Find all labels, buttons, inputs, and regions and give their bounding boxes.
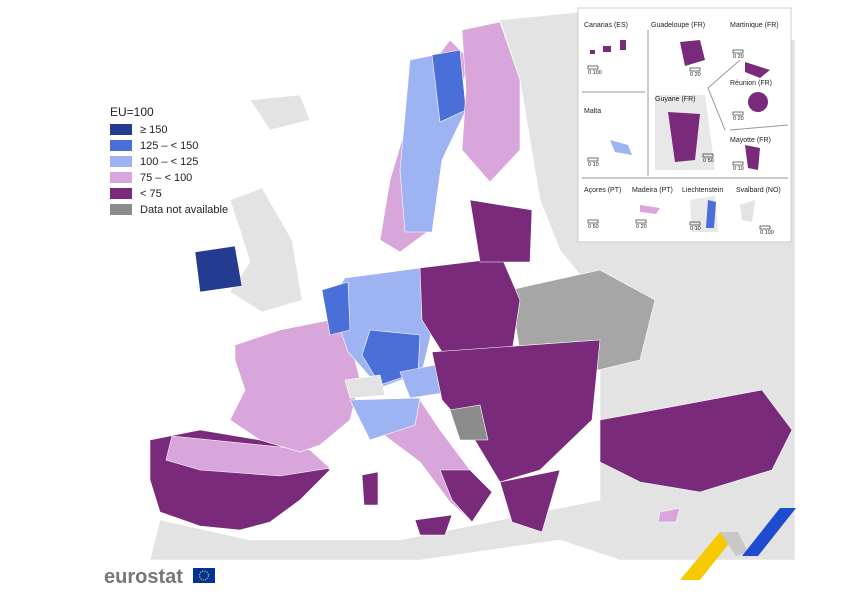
inset-label: Liechtenstein bbox=[682, 187, 723, 194]
inset-label: Açores (PT) bbox=[584, 187, 621, 194]
legend-swatch bbox=[110, 204, 132, 215]
inset-label: Guadeloupe (FR) bbox=[651, 22, 705, 29]
scale-bar bbox=[732, 161, 744, 166]
inset-canarias-shapes bbox=[590, 40, 626, 54]
region-poland bbox=[419, 257, 521, 353]
region-greece bbox=[499, 469, 561, 533]
legend-swatch bbox=[110, 172, 132, 183]
inset-dividers bbox=[582, 30, 789, 179]
divider bbox=[707, 87, 726, 131]
scale-bar bbox=[587, 65, 599, 70]
decoration bbox=[680, 508, 796, 580]
legend-swatch bbox=[110, 140, 132, 151]
inset-madeira-shape bbox=[640, 205, 660, 214]
scale-bar bbox=[759, 225, 771, 230]
scale-label: 0 50 bbox=[703, 158, 714, 164]
region-italy-south bbox=[439, 469, 493, 523]
logo: eurostat bbox=[104, 566, 215, 588]
scale-label: 0 10 bbox=[733, 166, 744, 172]
inset-label: Canarias (ES) bbox=[584, 22, 628, 29]
legend-label: ≥ 150 bbox=[140, 124, 167, 136]
region-baltics bbox=[469, 199, 533, 263]
inset-malta-shape bbox=[610, 140, 632, 155]
region-ireland bbox=[194, 245, 243, 293]
scale-label: 0 20 bbox=[690, 72, 701, 78]
inset-label: Madeira (PT) bbox=[632, 187, 673, 194]
legend-title: EU=100 bbox=[110, 105, 154, 119]
scale-label: 0 10 bbox=[588, 162, 599, 168]
inset-guyane-shape bbox=[668, 112, 700, 162]
scale-bar bbox=[702, 153, 714, 158]
region-finland bbox=[461, 21, 521, 183]
inset-martinique-shape bbox=[745, 62, 770, 78]
scale-bar bbox=[587, 219, 599, 224]
inset-label: Malta bbox=[584, 108, 601, 115]
eu-flag bbox=[193, 568, 215, 583]
scale-label: 0 100 bbox=[588, 70, 602, 76]
inset-svalbard-shape bbox=[740, 200, 755, 222]
region-sardinia bbox=[361, 471, 379, 506]
inset-label: Guyane (FR) bbox=[655, 96, 695, 103]
stripe-blue bbox=[742, 508, 796, 556]
divider bbox=[729, 124, 789, 131]
stripe-grey bbox=[720, 532, 748, 556]
scale-bar bbox=[587, 157, 599, 162]
inset-label: Réunion (FR) bbox=[730, 80, 772, 87]
legend-swatch bbox=[110, 124, 132, 135]
land-iceland bbox=[249, 94, 311, 131]
scale-label: 0 20 bbox=[733, 54, 744, 60]
island bbox=[590, 50, 595, 54]
logo-text: eurostat bbox=[104, 566, 183, 588]
inset-mayotte-shape bbox=[745, 145, 760, 170]
legend-label: Data not available bbox=[140, 204, 228, 216]
region-turkey bbox=[599, 389, 793, 493]
inset-guadeloupe-shape bbox=[680, 40, 705, 66]
region-cyprus bbox=[657, 507, 681, 523]
scale-bar bbox=[689, 221, 701, 226]
inset-label: Martinique (FR) bbox=[730, 22, 779, 29]
legend-label: 125 – < 150 bbox=[140, 140, 198, 152]
region-benelux bbox=[321, 281, 351, 336]
inset-liechtenstein-shape bbox=[706, 200, 716, 228]
legend-label: 75 – < 100 bbox=[140, 172, 192, 184]
island bbox=[620, 40, 626, 50]
scale-label: 0 100 bbox=[760, 230, 774, 236]
divider bbox=[707, 59, 741, 89]
region-italy-north bbox=[349, 397, 421, 441]
eu-stars bbox=[198, 570, 210, 581]
region-spain-north bbox=[165, 435, 331, 477]
inset-reunion-shape bbox=[748, 92, 768, 112]
scale-label: 0 10 bbox=[690, 226, 701, 232]
region-bosnia bbox=[449, 404, 489, 441]
scale-bar bbox=[689, 67, 701, 72]
land-uk bbox=[229, 187, 303, 313]
stripe-yellow bbox=[680, 532, 738, 580]
region-france bbox=[229, 319, 361, 453]
legend-swatch bbox=[110, 156, 132, 167]
insets-panel: Canarias (ES) 0 100 Guadeloupe (FR) 0 20 Mar… bbox=[577, 7, 792, 243]
legend: EU=100 ≥ 150 125 – < 150 100 – < 125 75 – <… bbox=[110, 105, 228, 216]
region-sicily bbox=[414, 514, 453, 536]
legend-label: < 75 bbox=[140, 188, 162, 200]
island bbox=[603, 46, 611, 52]
scale-bar bbox=[635, 219, 647, 224]
inset-label: Svalbard (NO) bbox=[736, 187, 781, 194]
scale-bar bbox=[732, 111, 744, 116]
region-switzerland bbox=[344, 374, 386, 399]
scale-label: 0 20 bbox=[636, 224, 647, 230]
scale-bar bbox=[732, 49, 744, 54]
region-balkans bbox=[431, 339, 601, 483]
legend-swatch bbox=[110, 188, 132, 199]
inset-label: Mayotte (FR) bbox=[730, 137, 771, 144]
legend-label: 100 – < 125 bbox=[140, 156, 198, 168]
scale-label: 0 50 bbox=[588, 224, 599, 230]
scale-label: 0 20 bbox=[733, 116, 744, 122]
